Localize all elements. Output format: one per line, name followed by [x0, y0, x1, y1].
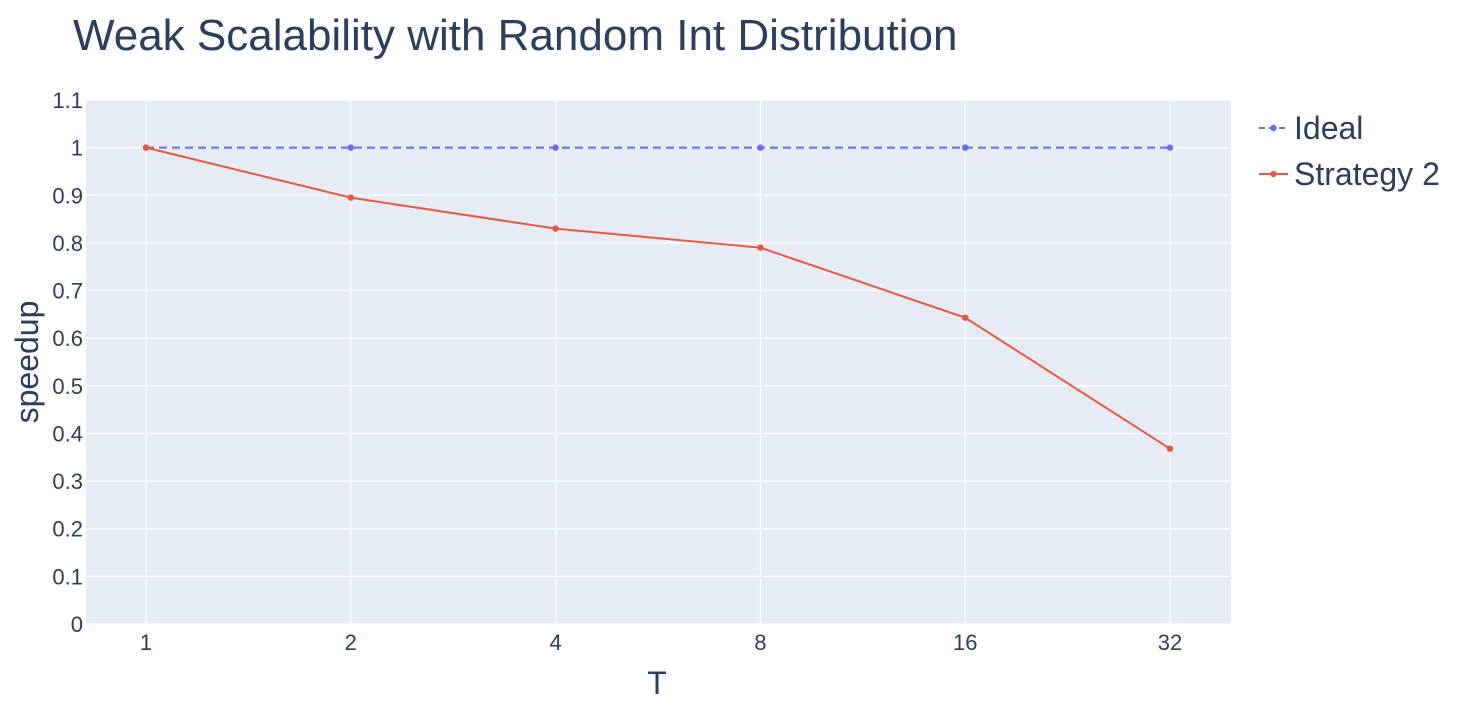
- series-layer: [142, 144, 1174, 452]
- data-point: [962, 314, 969, 321]
- y-tick-label: 0.5: [52, 374, 83, 399]
- legend-marker: [1270, 124, 1277, 132]
- legend-label: Ideal: [1294, 110, 1363, 146]
- x-tick-label: 16: [953, 630, 977, 655]
- y-tick-label: 0.1: [52, 564, 83, 589]
- chart-title: Weak Scalability with Random Int Distrib…: [73, 11, 957, 60]
- data-point: [347, 194, 354, 201]
- x-tick-label: 32: [1158, 630, 1182, 655]
- y-axis-ticks: 0 0.1 0.2 0.3 0.4 0.5 0.6 0.7 0.8 0.9 1 1.1: [52, 88, 83, 637]
- y-tick-label: 1: [71, 136, 83, 161]
- x-axis-ticks: 1 2 4 8 16 32: [140, 630, 1182, 655]
- x-tick-label: 4: [549, 630, 561, 655]
- data-point: [1166, 144, 1174, 151]
- x-axis-title: T: [647, 665, 667, 701]
- x-tick-label: 2: [345, 630, 357, 655]
- y-tick-label: 0: [71, 612, 83, 637]
- data-point: [552, 144, 559, 151]
- y-tick-label: 0.4: [52, 421, 83, 446]
- data-point: [962, 144, 969, 151]
- data-point: [552, 225, 559, 232]
- y-tick-label: 0.6: [52, 326, 83, 351]
- legend-marker: [1270, 170, 1277, 178]
- y-tick-label: 0.9: [52, 183, 83, 208]
- x-tick-label: 8: [754, 630, 766, 655]
- y-tick-label: 0.8: [52, 231, 83, 256]
- legend-item[interactable]: Strategy 2: [1259, 156, 1440, 192]
- legend-item[interactable]: Ideal: [1259, 110, 1363, 146]
- y-tick-label: 0.7: [52, 279, 83, 304]
- x-tick-label: 1: [140, 630, 152, 655]
- plot-area: [86, 100, 1231, 624]
- data-point: [757, 144, 764, 151]
- data-point: [757, 244, 764, 251]
- series-line-2: [145, 146, 1171, 450]
- legend-label: Strategy 2: [1294, 156, 1440, 192]
- y-tick-label: 0.2: [52, 517, 83, 542]
- data-point: [347, 144, 354, 151]
- y-tick-label: 0.3: [52, 469, 83, 494]
- data-point: [142, 144, 150, 151]
- legend: Ideal Strategy 2: [1259, 110, 1440, 192]
- data-point: [1166, 445, 1174, 452]
- y-axis-title: speedup: [9, 301, 45, 424]
- y-tick-label: 1.1: [52, 88, 83, 113]
